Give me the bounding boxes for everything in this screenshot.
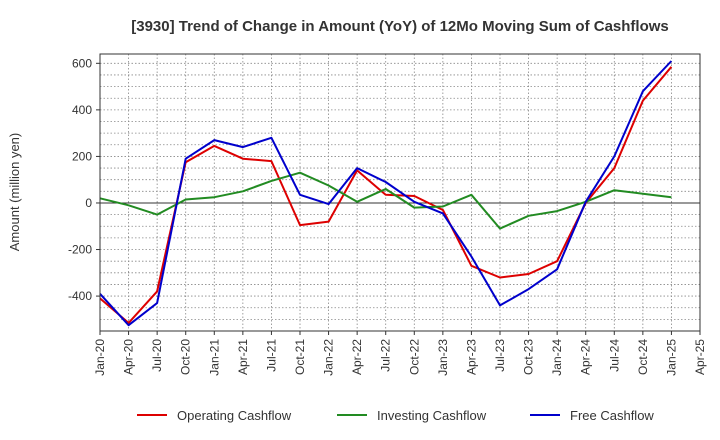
- x-tick-label: Apr-20: [122, 339, 136, 375]
- y-tick-label: -200: [68, 243, 92, 257]
- x-tick-label: Oct-21: [293, 339, 307, 375]
- x-axis: Jan-20 Apr-20 Jul-20 Oct-20 Jan-21 Apr-21 Jul-…: [93, 331, 707, 376]
- legend-label: Operating Cashflow: [177, 408, 292, 423]
- x-tick-label: Apr-23: [464, 339, 478, 375]
- x-tick-label: Jul-21: [264, 339, 278, 372]
- legend-label: Free Cashflow: [570, 408, 654, 423]
- x-tick-label: Jan-23: [436, 339, 450, 376]
- x-tick-label: Jul-20: [150, 339, 164, 372]
- x-tick-label: Apr-25: [693, 339, 707, 375]
- x-tick-label: Apr-24: [579, 339, 593, 375]
- x-tick-label: Apr-22: [350, 339, 364, 375]
- y-axis-label: Amount (million yen): [7, 133, 22, 252]
- x-tick-label: Oct-22: [407, 339, 421, 375]
- x-tick-label: Oct-23: [522, 339, 536, 375]
- x-tick-label: Jan-25: [664, 339, 678, 376]
- legend: Operating Cashflow Investing Cashflow Free…: [137, 408, 654, 423]
- y-tick-label: 0: [85, 196, 92, 210]
- x-tick-label: Jan-22: [322, 339, 336, 376]
- x-tick-label: Apr-21: [236, 339, 250, 375]
- y-tick-label: 200: [72, 149, 92, 163]
- x-tick-label: Jul-23: [493, 339, 507, 372]
- chart-title: [3930] Trend of Change in Amount (YoY) o…: [131, 18, 669, 35]
- legend-label: Investing Cashflow: [377, 408, 487, 423]
- plot-frame: [99, 53, 701, 332]
- y-axis: -400 -200 0 200 400 600: [68, 56, 100, 303]
- x-tick-label: Jan-24: [550, 339, 564, 376]
- x-tick-label: Oct-24: [636, 339, 650, 375]
- x-tick-label: Jul-24: [607, 339, 621, 372]
- x-tick-label: Oct-20: [179, 339, 193, 375]
- y-tick-label: -400: [68, 289, 92, 303]
- x-tick-label: Jan-21: [207, 339, 221, 376]
- y-tick-label: 600: [72, 56, 92, 70]
- x-tick-label: Jan-20: [93, 339, 107, 376]
- series-line-free-cashflow: [99, 60, 673, 327]
- y-tick-label: 400: [72, 103, 92, 117]
- series-layer: [99, 60, 673, 327]
- series-line-investing-cashflow: [99, 171, 672, 230]
- x-tick-label: Jul-22: [379, 339, 393, 372]
